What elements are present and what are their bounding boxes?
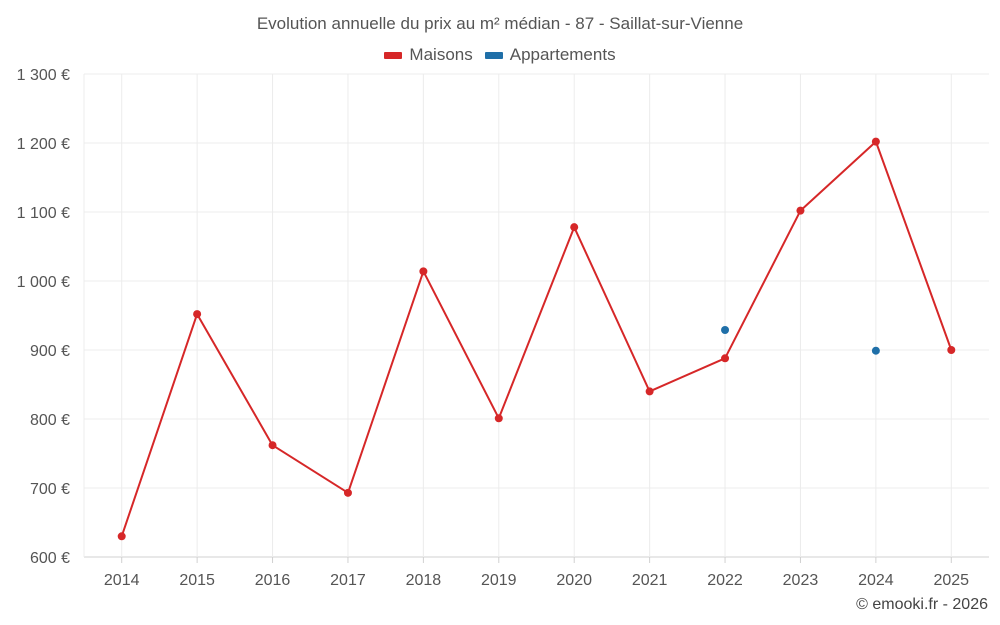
data-point-maisons-2015 <box>193 310 202 319</box>
data-point-maisons-2016 <box>268 441 277 450</box>
chart-title: Evolution annuelle du prix au m² médian … <box>256 14 744 33</box>
y-tick-label: 1 100 € <box>17 205 70 222</box>
legend-item-appartements[interactable]: Appartements <box>484 45 616 65</box>
x-tick-label: 2019 <box>481 572 517 589</box>
data-point-maisons-2018 <box>419 267 428 276</box>
data-point-maisons-2023 <box>796 206 805 215</box>
legend-swatch-maisons <box>384 51 403 59</box>
x-tick-label: 2023 <box>783 572 819 589</box>
y-tick-label: 900 € <box>30 343 70 360</box>
data-point-maisons-2014 <box>117 532 126 541</box>
y-tick-label: 800 € <box>30 412 70 429</box>
x-tick-label: 2017 <box>330 572 366 589</box>
y-tick-label: 1 300 € <box>17 67 70 84</box>
data-point-maisons-2025 <box>947 346 956 354</box>
data-point-maisons-2017 <box>343 488 352 497</box>
y-tick-label: 1 200 € <box>17 136 70 153</box>
data-point-maisons-2021 <box>645 387 654 396</box>
x-tick-label: 2024 <box>858 572 894 589</box>
y-tick-label: 600 € <box>30 550 70 567</box>
x-tick-label: 2014 <box>104 572 140 589</box>
x-tick-label: 2025 <box>933 572 969 589</box>
data-point-appartements-2024 <box>871 346 880 355</box>
series-line-maisons <box>120 140 953 537</box>
y-tick-label: 1 000 € <box>17 274 70 291</box>
data-point-maisons-2019 <box>494 414 503 423</box>
legend-swatch-appartements <box>484 51 503 59</box>
data-point-maisons-2024 <box>871 137 880 146</box>
data-point-maisons-2022 <box>721 354 730 363</box>
credit-text: © emooki.fr - 2026 <box>856 596 988 613</box>
x-tick-label: 2018 <box>406 572 442 589</box>
x-tick-label: 2015 <box>179 572 215 589</box>
x-tick-label: 2022 <box>707 572 743 589</box>
legend-label-maisons: Maisons <box>409 45 473 64</box>
legend-item-maisons[interactable]: Maisons <box>384 45 473 65</box>
legend-label-appartements: Appartements <box>509 45 616 64</box>
x-tick-label: 2020 <box>556 572 592 589</box>
data-point-appartements-2022 <box>721 325 730 334</box>
data-point-maisons-2020 <box>570 223 579 232</box>
y-tick-label: 700 € <box>30 481 70 498</box>
legend: Maisons Appartements <box>0 45 1000 65</box>
x-tick-label: 2016 <box>255 572 291 589</box>
x-tick-label: 2021 <box>632 572 668 589</box>
